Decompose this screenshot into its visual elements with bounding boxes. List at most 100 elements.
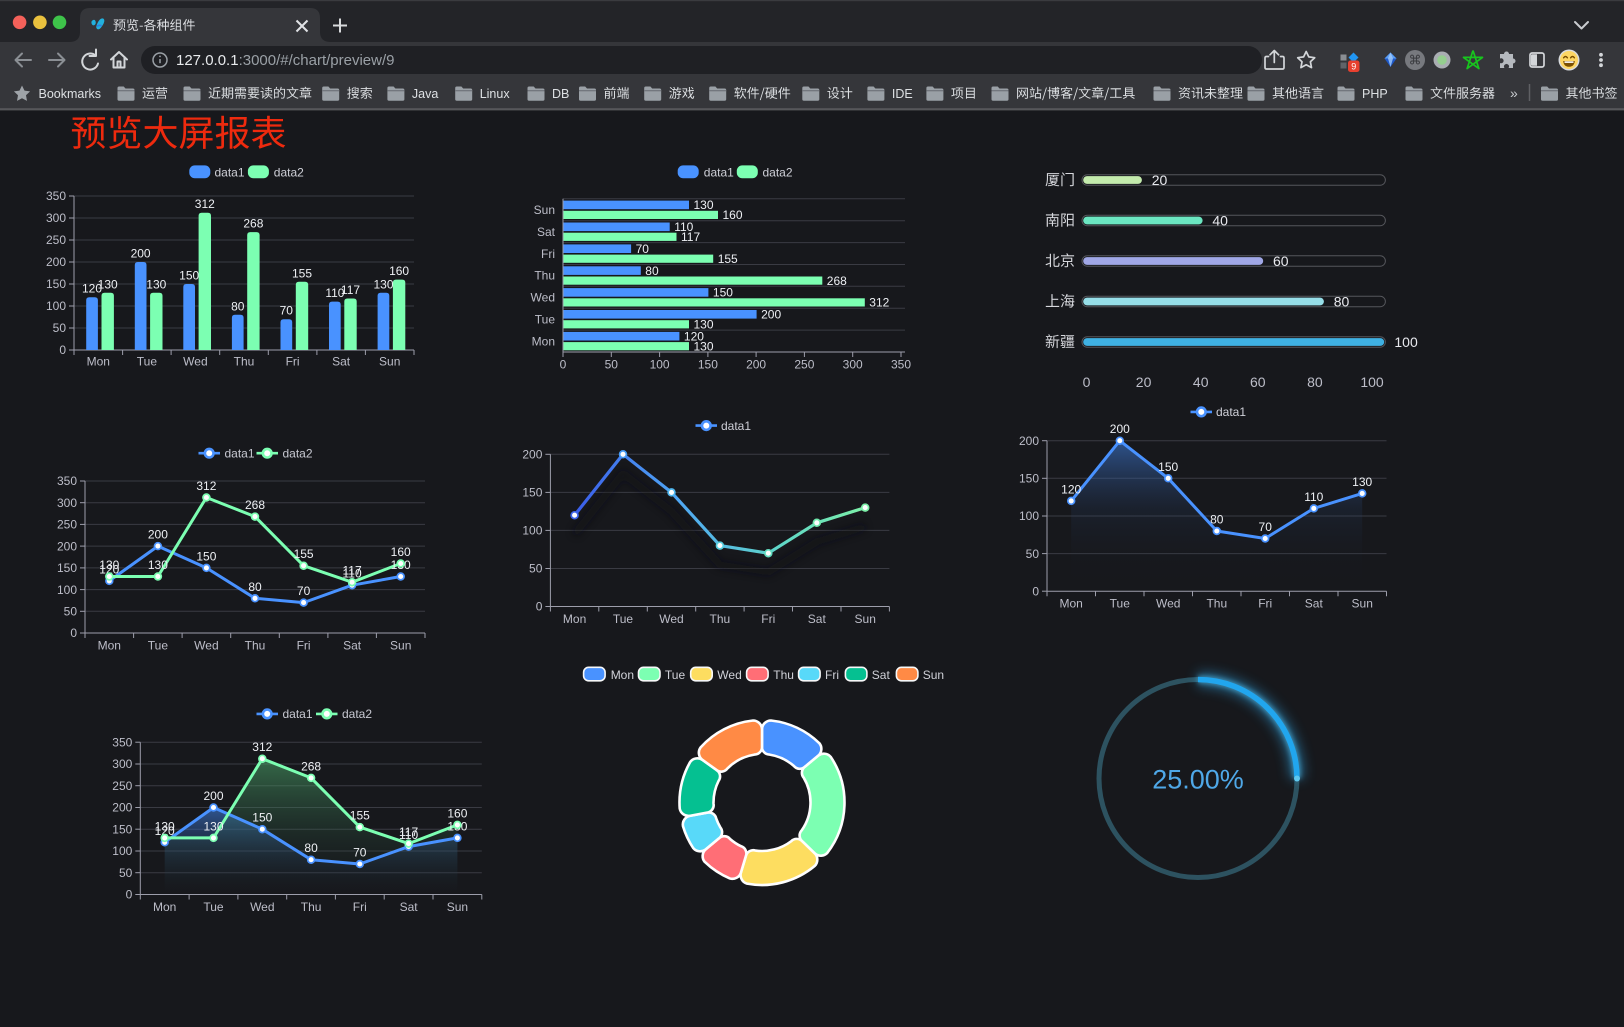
svg-text:Sun: Sun — [390, 639, 411, 653]
svg-text:Mon: Mon — [1060, 597, 1083, 611]
svg-text:data1: data1 — [283, 707, 313, 721]
svg-text:130: 130 — [203, 819, 223, 833]
svg-text:150: 150 — [713, 286, 733, 300]
svg-text:Wed: Wed — [194, 639, 218, 653]
svg-text:130: 130 — [694, 198, 714, 212]
svg-text:⌘: ⌘ — [1409, 53, 1422, 68]
svg-text:130: 130 — [694, 339, 714, 353]
svg-text:50: 50 — [119, 866, 133, 880]
svg-text:Sat: Sat — [343, 639, 362, 653]
svg-text:80: 80 — [1334, 294, 1350, 310]
svg-text:268: 268 — [301, 759, 321, 773]
svg-text:Thu: Thu — [773, 668, 794, 682]
svg-text:250: 250 — [46, 233, 66, 247]
svg-text:Thu: Thu — [534, 269, 555, 283]
svg-text:130: 130 — [98, 277, 118, 291]
svg-text:200: 200 — [761, 308, 781, 322]
svg-text:data2: data2 — [342, 707, 372, 721]
svg-text:200: 200 — [1110, 422, 1130, 436]
svg-text:40: 40 — [1212, 213, 1228, 229]
svg-text:160: 160 — [723, 208, 743, 222]
svg-text:70: 70 — [297, 584, 311, 598]
svg-text:Fri: Fri — [761, 612, 775, 626]
svg-text:160: 160 — [447, 806, 467, 820]
svg-text:Sun: Sun — [923, 668, 944, 682]
svg-text:0: 0 — [59, 343, 66, 357]
svg-text:130: 130 — [694, 318, 714, 332]
svg-text:50: 50 — [605, 358, 619, 372]
svg-text:data2: data2 — [763, 165, 793, 179]
svg-text:110: 110 — [325, 286, 344, 300]
svg-text:50: 50 — [529, 562, 543, 576]
svg-text:200: 200 — [46, 255, 66, 269]
svg-text:Mon: Mon — [563, 612, 586, 626]
svg-text:155: 155 — [350, 809, 370, 823]
svg-text:Mon: Mon — [611, 668, 634, 682]
svg-text:0: 0 — [70, 626, 77, 640]
svg-text:100: 100 — [1394, 334, 1418, 350]
svg-text:80: 80 — [1210, 513, 1224, 527]
svg-text:0: 0 — [536, 600, 543, 614]
svg-text:data2: data2 — [274, 165, 304, 179]
svg-text:Linux: Linux — [480, 87, 511, 101]
svg-text:Fri: Fri — [286, 355, 300, 369]
svg-text:312: 312 — [252, 740, 272, 754]
svg-text:200: 200 — [148, 528, 168, 542]
svg-text:Mon: Mon — [532, 334, 555, 348]
svg-text:Wed: Wed — [250, 900, 274, 914]
svg-text:130: 130 — [99, 558, 119, 572]
svg-text:100: 100 — [522, 524, 542, 538]
svg-text:data1: data1 — [215, 165, 245, 179]
svg-text:80: 80 — [304, 841, 318, 855]
svg-text:117: 117 — [399, 825, 418, 839]
svg-text:Tue: Tue — [137, 355, 158, 369]
svg-text:250: 250 — [57, 518, 77, 532]
svg-text:312: 312 — [196, 479, 216, 493]
svg-text:100: 100 — [1360, 374, 1384, 390]
svg-text:120: 120 — [82, 282, 102, 296]
svg-text:200: 200 — [131, 247, 151, 261]
svg-text:Thu: Thu — [234, 355, 255, 369]
svg-text:25.00%: 25.00% — [1152, 765, 1244, 795]
svg-text:150: 150 — [196, 549, 216, 563]
svg-text:150: 150 — [698, 358, 718, 372]
svg-text:80: 80 — [248, 580, 262, 594]
svg-text:155: 155 — [292, 266, 312, 280]
svg-text:160: 160 — [391, 545, 411, 559]
svg-text:»: » — [1510, 85, 1518, 101]
svg-text:50: 50 — [1026, 547, 1040, 561]
svg-text:350: 350 — [112, 735, 132, 749]
svg-text:0: 0 — [126, 888, 133, 902]
svg-text:Bookmarks: Bookmarks — [39, 87, 102, 101]
svg-text:Sun: Sun — [379, 355, 400, 369]
svg-text:127.0.0.1:3000/#/chart/preview: 127.0.0.1:3000/#/chart/preview/9 — [176, 52, 395, 69]
svg-text:50: 50 — [53, 321, 67, 335]
svg-text:60: 60 — [1250, 374, 1266, 390]
svg-text:312: 312 — [195, 197, 215, 211]
svg-text:50: 50 — [64, 605, 78, 619]
svg-text:120: 120 — [684, 329, 704, 343]
svg-text:117: 117 — [343, 564, 362, 578]
svg-text:70: 70 — [353, 846, 367, 860]
svg-text:Mon: Mon — [87, 355, 110, 369]
svg-text:300: 300 — [57, 496, 77, 510]
svg-text:Fri: Fri — [825, 668, 839, 682]
svg-text:DB: DB — [552, 87, 569, 101]
svg-text:Tue: Tue — [665, 668, 686, 682]
svg-text:155: 155 — [294, 547, 314, 561]
svg-text:Tue: Tue — [535, 313, 556, 327]
svg-text:100: 100 — [57, 583, 77, 597]
svg-text:117: 117 — [341, 283, 360, 297]
svg-text:100: 100 — [650, 358, 670, 372]
svg-text:Sun: Sun — [447, 900, 468, 914]
svg-text:0: 0 — [560, 358, 567, 372]
svg-text:Wed: Wed — [1156, 597, 1180, 611]
svg-text:150: 150 — [252, 811, 272, 825]
svg-text:0: 0 — [1032, 584, 1039, 598]
svg-text:250: 250 — [112, 779, 132, 793]
svg-text:9: 9 — [1351, 62, 1356, 72]
svg-text:PHP: PHP — [1362, 87, 1388, 101]
svg-text:100: 100 — [46, 299, 66, 313]
svg-text:Sun: Sun — [534, 203, 555, 217]
svg-text:0: 0 — [1083, 374, 1091, 390]
